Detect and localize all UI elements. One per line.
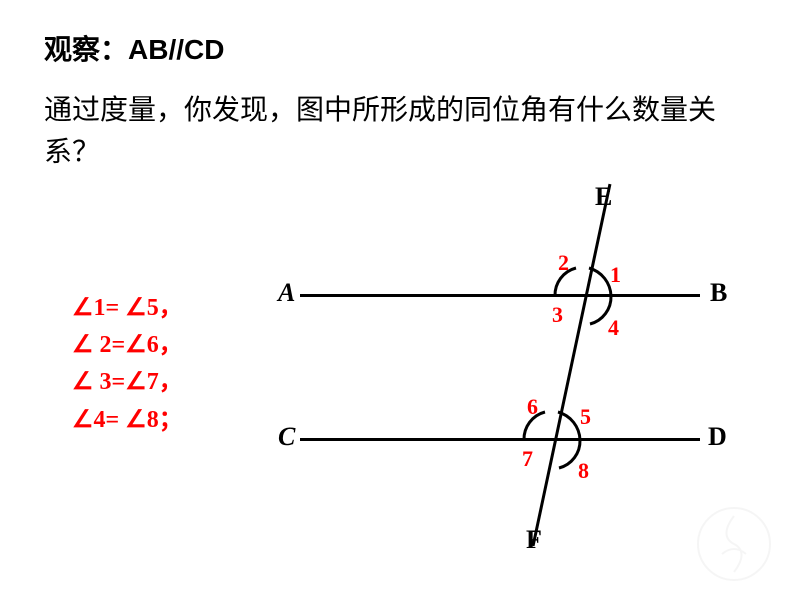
label-c: C (278, 422, 295, 452)
angle-3: 3 (552, 302, 563, 328)
label-f: F (526, 525, 542, 555)
angle-6: 6 (527, 394, 538, 420)
title: 观察：AB//CD (44, 28, 224, 68)
line-cd (300, 438, 700, 441)
label-e: E (595, 182, 612, 212)
watermark-icon (694, 504, 774, 584)
line-ef (532, 184, 612, 547)
question-text: 通过度量，你发现，图中所形成的同位角有什么数量关系？ (44, 90, 750, 174)
equations-block: ∠1= ∠5， ∠ 2=∠6， ∠ 3=∠7， ∠4= ∠8； (72, 290, 183, 439)
line-ab (300, 294, 700, 297)
label-a: A (278, 278, 295, 308)
equation-4: ∠4= ∠8； (72, 402, 183, 439)
equation-1: ∠1= ∠5， (72, 290, 183, 327)
angle-7: 7 (522, 446, 533, 472)
label-d: D (708, 422, 727, 452)
label-b: B (710, 278, 727, 308)
angle-1: 1 (610, 262, 621, 288)
angle-5: 5 (580, 404, 591, 430)
equation-2: ∠ 2=∠6， (72, 327, 183, 364)
equation-3: ∠ 3=∠7， (72, 364, 183, 401)
angle-4: 4 (608, 315, 619, 341)
title-prefix: 观察： (44, 35, 128, 66)
title-main: AB//CD (128, 34, 224, 65)
angle-8: 8 (578, 458, 589, 484)
angle-2: 2 (558, 250, 569, 276)
